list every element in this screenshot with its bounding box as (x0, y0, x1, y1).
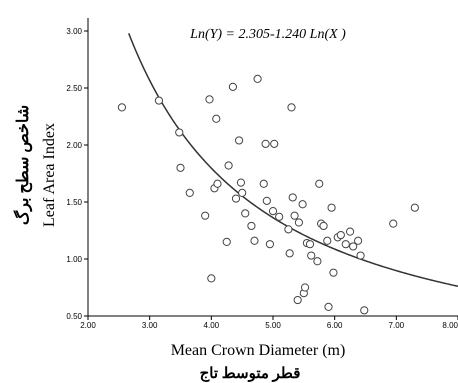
data-point (341, 240, 350, 249)
data-point (117, 103, 127, 112)
y-tick-label: 0.50 (66, 312, 82, 321)
y-ticks: 0.50 1.00 1.50 2.00 2.50 3.00 (66, 27, 88, 321)
y-axis-label: Leaf Area Index (41, 123, 58, 227)
data-point (236, 178, 246, 187)
data-point (324, 302, 333, 311)
data-point (259, 179, 268, 188)
data-point (356, 251, 365, 260)
data-point (300, 283, 310, 292)
y-axis-label-persian: شاخص سطح برگ (13, 105, 33, 225)
data-point (360, 306, 369, 315)
data-point (410, 203, 419, 212)
data-point (241, 209, 250, 218)
data-point (349, 242, 358, 251)
x-tick-label: 7.00 (389, 321, 405, 330)
data-point (253, 74, 262, 83)
data-point (275, 212, 284, 221)
data-point (250, 236, 259, 245)
data-point (228, 82, 238, 91)
x-tick-label: 8.00 (442, 321, 458, 330)
data-point (207, 274, 216, 283)
x-tick-label: 6.00 (327, 321, 343, 330)
data-point (238, 188, 247, 197)
x-axis-label-persian: قطر متوسط تاج (200, 366, 301, 382)
data-point (294, 218, 303, 227)
data-point (284, 225, 293, 234)
regression-equation: Ln(Y) = 2.305-1.240 Ln(X ) (189, 27, 346, 42)
plot-area: 2.00 3.00 4.00 5.00 6.00 7.00 8.00 0.50 1.00 1.5… (66, 18, 458, 330)
x-tick-label: 2.00 (80, 321, 96, 330)
data-point (205, 95, 214, 104)
data-point (287, 103, 296, 112)
data-point (176, 163, 185, 172)
y-tick-label: 1.50 (66, 198, 82, 207)
data-point (185, 188, 194, 197)
data-point (247, 221, 256, 231)
data-point (222, 237, 231, 246)
data-point (201, 211, 210, 220)
y-tick-label: 2.50 (66, 84, 82, 93)
x-ticks: 2.00 3.00 4.00 5.00 6.00 7.00 8.00 (80, 316, 458, 330)
data-point (224, 161, 233, 170)
data-point (288, 193, 297, 202)
x-tick-label: 5.00 (265, 321, 281, 330)
x-tick-label: 3.00 (142, 321, 158, 330)
data-point (315, 179, 324, 188)
data-point (213, 179, 222, 188)
data-point (298, 200, 307, 209)
y-tick-label: 1.00 (66, 255, 82, 264)
data-point (319, 221, 328, 231)
data-point (261, 139, 270, 148)
data-point (327, 203, 336, 212)
data-point (285, 249, 294, 258)
x-tick-label: 4.00 (204, 321, 220, 330)
regression-curve (128, 33, 458, 288)
data-point (268, 207, 278, 216)
data-point (345, 227, 355, 236)
data-point (389, 219, 398, 228)
data-points (117, 74, 419, 315)
data-point (313, 257, 322, 266)
x-axis-label: Mean Crown Diameter (m) (171, 342, 346, 359)
data-point (175, 128, 184, 137)
data-point (234, 136, 244, 145)
data-point (329, 268, 338, 277)
data-point (265, 240, 275, 249)
data-point (154, 96, 164, 105)
data-point (354, 236, 363, 245)
data-point (336, 230, 345, 240)
data-point (293, 295, 302, 305)
data-point (323, 236, 332, 245)
data-point (305, 240, 315, 249)
data-point (231, 194, 241, 203)
y-tick-label: 3.00 (66, 27, 82, 36)
data-point (290, 211, 299, 220)
data-point (262, 196, 271, 205)
data-point (212, 114, 221, 123)
data-point (307, 251, 316, 260)
y-tick-label: 2.00 (66, 141, 82, 150)
data-point (270, 139, 279, 148)
